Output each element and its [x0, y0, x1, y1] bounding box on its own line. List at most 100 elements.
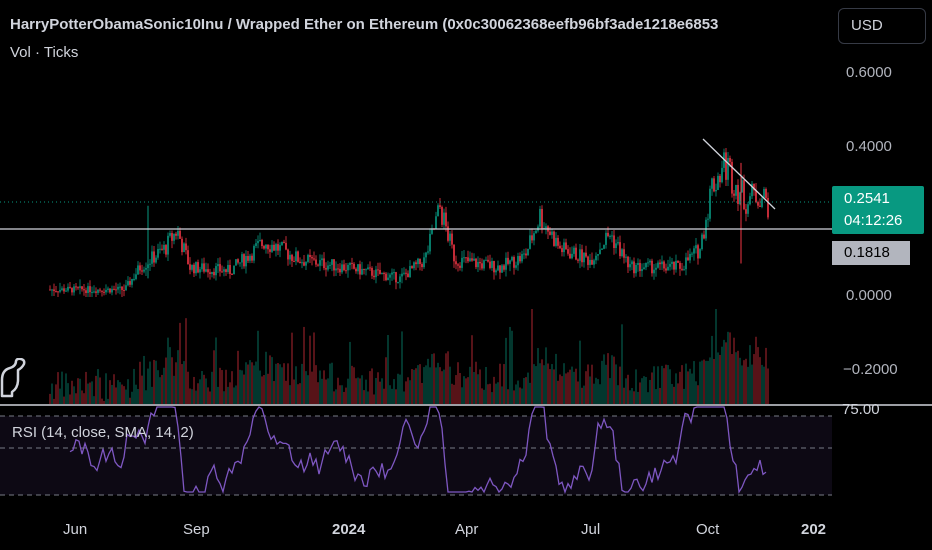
candle-body [491, 261, 493, 268]
candle-body [149, 263, 151, 265]
candle-body [627, 256, 629, 268]
volume-bar [413, 369, 415, 404]
volume-bar [75, 393, 77, 404]
volume-bar [435, 367, 437, 404]
candle-body [577, 259, 579, 261]
candle-body [685, 257, 687, 270]
volume-bar [519, 387, 521, 404]
candle-body [191, 264, 193, 270]
candle-body [461, 257, 463, 268]
candle-body [397, 281, 399, 283]
volume-bar [119, 382, 121, 404]
volume-bar [319, 370, 321, 404]
volume-bar [633, 391, 635, 404]
volume-bar [185, 318, 187, 404]
volume-bar [253, 365, 255, 404]
candle-body [173, 233, 175, 241]
volume-bar [311, 371, 313, 404]
volume-bar [77, 378, 79, 404]
candle-body [145, 267, 147, 270]
volume-bar [489, 383, 491, 404]
volume-bar [153, 359, 155, 404]
candle-body [379, 270, 381, 275]
candle-body [763, 188, 765, 199]
candle-body [459, 265, 461, 268]
volume-bar [573, 371, 575, 404]
volume-bar [199, 379, 201, 404]
candle-body [557, 237, 559, 246]
currency-button[interactable]: USD [838, 8, 926, 44]
volume-bar [129, 397, 131, 404]
volume-bar [599, 384, 601, 404]
volume-bar [213, 350, 215, 404]
volume-bar [643, 376, 645, 404]
volume-bar [51, 383, 53, 404]
candle-body [141, 270, 143, 272]
volume-bar [665, 364, 667, 404]
price-tick: 0.4000 [846, 138, 892, 155]
volume-bar [89, 382, 91, 404]
candle-body [423, 257, 425, 268]
volume-bars [49, 309, 769, 404]
candle-body [289, 254, 291, 260]
candle-body [395, 272, 397, 283]
volume-bar [673, 386, 675, 404]
candle-body [641, 269, 643, 272]
volume-bar [767, 368, 769, 404]
volume-bar [765, 347, 767, 404]
volume-bar [223, 391, 225, 404]
volume-bar [281, 367, 283, 404]
volume-bar [669, 369, 671, 404]
volume-bar [569, 369, 571, 404]
candle-body [729, 158, 731, 162]
volume-bar [411, 369, 413, 404]
volume-bar [721, 346, 723, 404]
volume-bar [555, 353, 557, 404]
volume-bar [201, 371, 203, 404]
trendline[interactable] [702, 138, 776, 210]
candle-body [447, 226, 449, 241]
candle-body [131, 278, 133, 285]
candle-body [657, 262, 659, 268]
volume-bar [85, 371, 87, 404]
candle-body [129, 281, 131, 285]
volume-bar [561, 376, 563, 404]
volume-bar [303, 326, 305, 404]
candle-body [77, 287, 79, 289]
volume-bar [437, 362, 439, 404]
candle-body [713, 178, 715, 192]
candle-body [669, 263, 671, 267]
candle-body [429, 233, 431, 252]
candle-body [351, 262, 353, 264]
volume-bar [449, 366, 451, 404]
volume-bar [547, 363, 549, 404]
candle-body [89, 286, 91, 293]
candle-body [481, 263, 483, 269]
level-price-badge: 0.1818 [832, 241, 910, 265]
candle-body [303, 262, 305, 266]
candle-body [441, 206, 443, 225]
candle-body [111, 288, 113, 293]
volume-bar [617, 385, 619, 404]
candle-body [709, 188, 711, 219]
candle-body [101, 290, 103, 292]
candle-body [133, 278, 135, 280]
volume-bar [635, 369, 637, 404]
candle-body [91, 291, 93, 293]
volume-bar [143, 355, 145, 404]
candle-body [355, 268, 357, 272]
candle-body [407, 273, 409, 278]
volume-bar [705, 360, 707, 404]
candle-body [523, 253, 525, 255]
volume-bar [661, 365, 663, 404]
volume-bar [209, 391, 211, 404]
volume-bar [521, 388, 523, 404]
volume-bar [295, 366, 297, 404]
candle-body [243, 254, 245, 267]
candle-body [597, 254, 599, 256]
volume-bar [733, 337, 735, 404]
candle-body [561, 248, 563, 253]
volume-bar [103, 400, 105, 404]
candle-body [95, 291, 97, 293]
